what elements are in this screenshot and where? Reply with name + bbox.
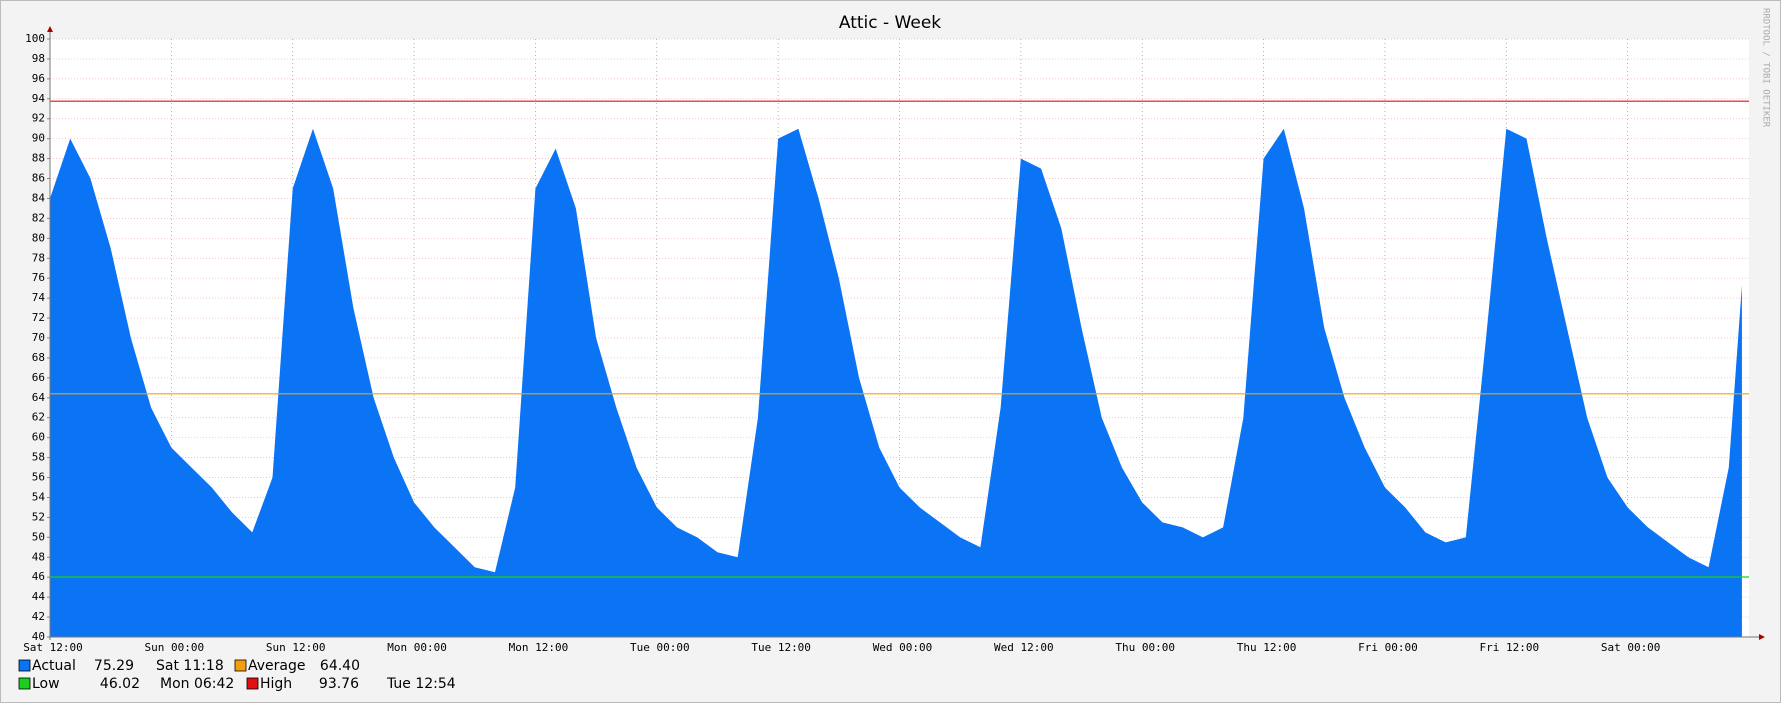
x-tick-label: Sun 00:00 <box>145 641 205 654</box>
y-tick-label: 70 <box>32 331 45 344</box>
x-tick-label: Tue 00:00 <box>630 641 690 654</box>
x-tick-label: Wed 12:00 <box>994 641 1054 654</box>
y-tick-label: 66 <box>32 371 45 384</box>
legend-label: Actual <box>32 658 76 674</box>
y-tick-label: 52 <box>32 510 45 523</box>
legend-value: 93.76 <box>319 676 359 692</box>
y-tick-label: 58 <box>32 451 45 464</box>
chart-title: Attic - Week <box>839 13 941 33</box>
x-tick-label: Thu 12:00 <box>1237 641 1297 654</box>
y-tick-label: 80 <box>32 231 45 244</box>
x-tick-label: Fri 00:00 <box>1358 641 1418 654</box>
x-tick-label: Fri 12:00 <box>1479 641 1539 654</box>
x-tick-label: Thu 00:00 <box>1115 641 1175 654</box>
legend-label: High <box>260 676 292 692</box>
y-tick-label: 72 <box>32 311 45 324</box>
y-tick-label: 62 <box>32 411 45 424</box>
legend-swatch <box>234 659 247 672</box>
y-tick-label: 40 <box>32 630 45 643</box>
x-tick-label: Sat 12:00 <box>23 641 83 654</box>
y-tick-label: 68 <box>32 351 45 364</box>
y-tick-label: 100 <box>25 32 45 45</box>
x-tick-label: Sun 12:00 <box>266 641 326 654</box>
legend-value: 46.02 <box>100 676 140 692</box>
y-tick-label: 98 <box>32 52 45 65</box>
legend-value: 75.29 <box>94 658 134 674</box>
x-tick-label: Sat 00:00 <box>1601 641 1661 654</box>
axis-arrow <box>1759 634 1765 640</box>
area <box>50 128 1742 637</box>
legend-swatch <box>246 677 259 690</box>
x-tick-label: Wed 00:00 <box>873 641 933 654</box>
axis-arrow <box>47 26 53 32</box>
y-tick-label: 56 <box>32 471 45 484</box>
y-tick-label: 76 <box>32 271 45 284</box>
y-tick-label: 96 <box>32 72 45 85</box>
y-tick-label: 50 <box>32 530 45 543</box>
legend-label: Low <box>32 676 60 692</box>
y-tick-label: 54 <box>32 490 46 503</box>
legend-time: Tue 12:54 <box>386 676 456 692</box>
x-tick-label: Mon 00:00 <box>387 641 447 654</box>
x-tick-label: Mon 12:00 <box>509 641 569 654</box>
legend-label: Average <box>248 658 306 674</box>
y-tick-label: 82 <box>32 211 45 224</box>
legend-value: 64.40 <box>320 658 360 674</box>
y-tick-label: 92 <box>32 112 45 125</box>
y-tick-label: 44 <box>32 590 46 603</box>
y-tick-label: 90 <box>32 132 45 145</box>
y-tick-label: 84 <box>32 191 46 204</box>
watermark: RRDTOOL / TOBI OETIKER <box>1761 8 1771 128</box>
y-tick-label: 74 <box>32 291 46 304</box>
y-tick-label: 60 <box>32 431 45 444</box>
legend-time: Mon 06:42 <box>160 676 234 692</box>
legend-swatch <box>18 659 31 672</box>
y-tick-label: 88 <box>32 152 45 165</box>
y-tick-label: 94 <box>32 92 46 105</box>
y-tick-label: 46 <box>32 570 45 583</box>
y-tick-label: 42 <box>32 610 45 623</box>
y-tick-label: 86 <box>32 172 45 185</box>
y-tick-label: 78 <box>32 251 45 264</box>
legend-swatch <box>18 677 31 690</box>
y-tick-label: 48 <box>32 550 45 563</box>
legend-time: Sat 11:18 <box>156 658 224 674</box>
y-tick-label: 64 <box>32 391 46 404</box>
x-tick-label: Tue 12:00 <box>751 641 811 654</box>
